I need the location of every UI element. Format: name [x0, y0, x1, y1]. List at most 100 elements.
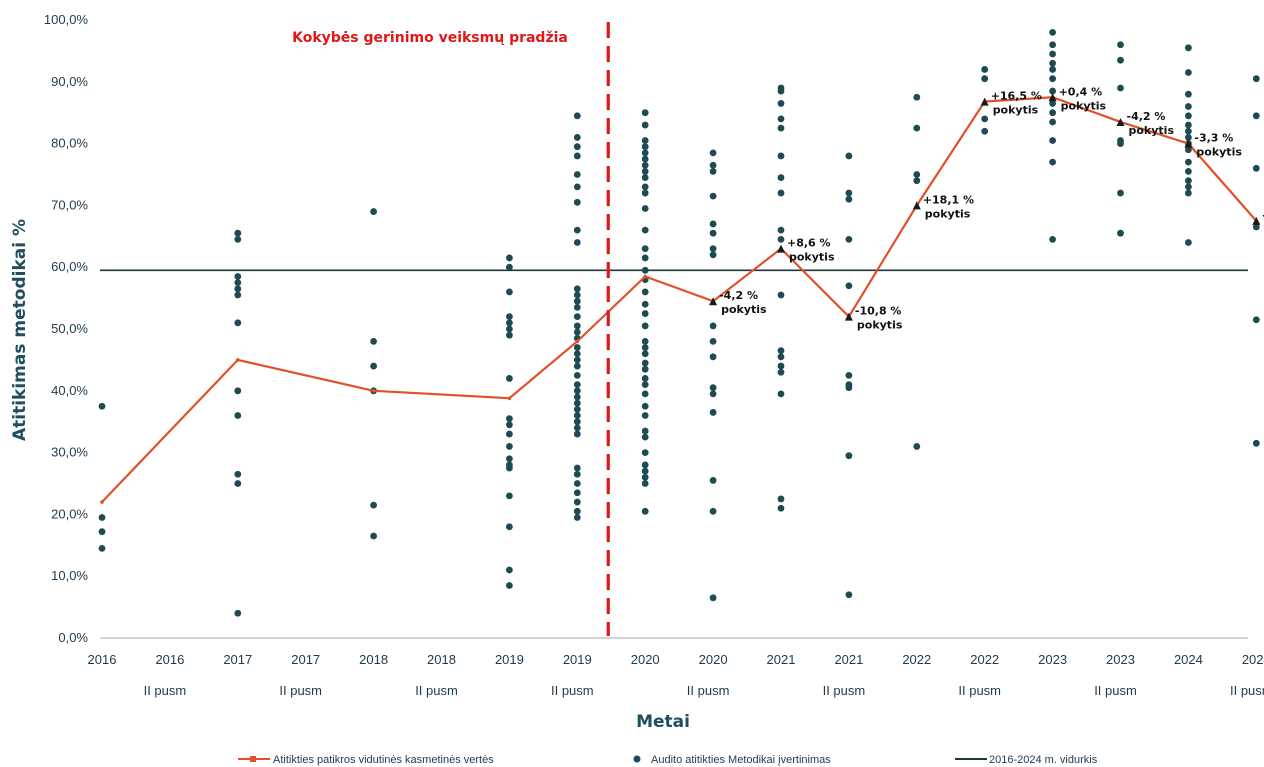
x-half-year-label: II pusm — [687, 683, 730, 698]
scatter-point — [234, 279, 242, 287]
scatter-point — [506, 464, 513, 472]
scatter-point — [1117, 189, 1124, 197]
scatter-point — [1252, 164, 1260, 172]
x-axis-title: Metai — [636, 712, 690, 732]
scatter-point — [573, 171, 581, 178]
scatter-point — [845, 152, 853, 160]
scatter-point — [573, 152, 581, 160]
mean-point-marker — [643, 274, 647, 279]
scatter-point — [777, 390, 785, 398]
scatter-point — [1185, 127, 1192, 135]
scatter-point — [709, 353, 717, 361]
scatter-point — [1185, 69, 1192, 76]
scatter-point — [1049, 100, 1056, 107]
x-half-year-label: II pusm — [279, 683, 322, 698]
scatter-point — [913, 124, 921, 132]
scatter-point — [573, 297, 581, 305]
scatter-point — [777, 353, 785, 361]
scatter-point — [641, 433, 649, 441]
scatter-point — [573, 480, 581, 487]
scatter-point — [777, 368, 785, 376]
y-tick-label: 80,0% — [51, 136, 88, 151]
y-tick-label: 20,0% — [51, 506, 88, 521]
scatter-point — [641, 161, 649, 169]
scatter-point — [506, 566, 513, 574]
y-tick-label: 100,0% — [44, 12, 89, 27]
scatter-point — [573, 430, 581, 438]
change-annotation-value: -3,3 % — [1194, 132, 1233, 145]
scatter-point — [913, 177, 921, 185]
scatter-point — [845, 452, 853, 460]
scatter-point — [777, 235, 785, 243]
scatter-point — [641, 365, 649, 373]
scatter-point — [641, 189, 649, 197]
scatter-point — [641, 375, 649, 382]
scatter-point — [1117, 229, 1124, 237]
scatter-point — [506, 421, 513, 429]
x-half-year-label: II pusm — [551, 683, 594, 698]
scatter-point — [234, 229, 242, 237]
legend: Atitikties patikros vidutinės kasmetinės… — [238, 754, 1098, 766]
scatter-point — [1185, 112, 1192, 120]
scatter-point — [709, 168, 717, 175]
scatter-points — [98, 28, 1260, 617]
scatter-point — [1185, 134, 1192, 141]
scatter-point — [709, 251, 717, 259]
scatter-point — [641, 350, 649, 358]
scatter-point — [573, 143, 581, 151]
mean-point-marker — [236, 358, 240, 362]
scatter-point — [641, 390, 649, 398]
mean-point-marker — [1252, 216, 1261, 225]
scatter-point — [709, 192, 717, 200]
change-annotations: -4,2 %pokytis+8,6 %pokytis-10,8 %pokytis… — [719, 85, 1264, 331]
change-annotation-label: pokytis — [993, 104, 1039, 117]
scatter-point — [573, 387, 581, 395]
x-tick-label: 2021 — [767, 652, 796, 667]
scatter-point — [1185, 44, 1192, 52]
scatter-point — [641, 449, 649, 456]
scatter-point — [981, 115, 989, 123]
scatter-point — [573, 313, 581, 321]
change-annotation-label: pokytis — [1196, 146, 1242, 159]
scatter-point — [709, 220, 717, 228]
scatter-point — [777, 174, 785, 181]
scatter-point — [98, 514, 106, 521]
x-tick-label: 2016 — [88, 652, 117, 667]
scatter-point — [1185, 146, 1192, 154]
scatter-point — [573, 418, 581, 426]
mean-point-marker — [1184, 139, 1193, 148]
scatter-point — [641, 337, 649, 345]
x-tick-label: 2020 — [631, 652, 660, 667]
scatter-point — [234, 387, 242, 395]
change-annotation-label: pokytis — [1061, 99, 1107, 112]
scatter-point — [98, 402, 106, 410]
scatter-point — [1117, 56, 1124, 64]
quality-start-marker: Kokybės gerinimo veiksmų pradžia — [292, 22, 610, 636]
scatter-point — [506, 455, 513, 463]
scatter-point — [506, 288, 513, 296]
scatter-point — [573, 356, 581, 364]
scatter-point — [641, 109, 649, 117]
y-tick-label: 40,0% — [51, 383, 88, 398]
scatter-point — [573, 412, 581, 419]
x-tick-label: 2017 — [223, 652, 252, 667]
x-half-year-label: II pusm — [823, 683, 866, 698]
scatter-point — [234, 319, 242, 327]
scatter-point — [573, 291, 581, 299]
scatter-point — [573, 393, 581, 401]
scatter-point — [1252, 75, 1260, 83]
scatter-point — [777, 100, 785, 107]
change-annotation-value: +8,6 % — [787, 237, 831, 250]
scatter-point — [709, 409, 717, 416]
scatter-point — [641, 507, 649, 515]
scatter-point — [709, 149, 717, 157]
change-annotation-value: -10,8 % — [855, 305, 902, 318]
scatter-point — [641, 288, 649, 296]
scatter-point — [1185, 90, 1192, 98]
scatter-point — [641, 473, 649, 481]
scatter-point — [1185, 183, 1192, 191]
legend-label-mean: Atitikties patikros vidutinės kasmetinės… — [273, 754, 494, 766]
x-tick-label: 2016 — [155, 652, 184, 667]
x-half-year-label: II pusm — [144, 683, 187, 698]
